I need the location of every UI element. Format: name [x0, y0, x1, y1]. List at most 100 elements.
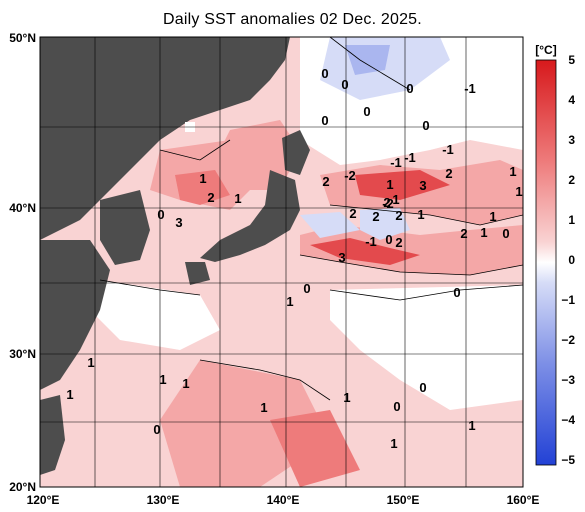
colorbar-tick: −5: [561, 453, 575, 467]
colorbar-ticks: 5 4 3 2 1 0 −1 −2 −3 −4 −5: [561, 53, 575, 467]
contour-label: 3: [338, 250, 345, 265]
land-korea: [100, 190, 150, 265]
lat-label: 30°N: [9, 347, 36, 361]
lat-label: 20°N: [9, 480, 36, 494]
colorbar-tick: −3: [561, 373, 575, 387]
longitude-labels: 120°E 130°E 140°E 150°E 160°E: [27, 493, 540, 507]
contour-label: 0: [153, 422, 160, 437]
contour-label: 1: [392, 192, 399, 207]
contour-label: 1: [182, 376, 189, 391]
contour-label: 1: [515, 184, 522, 199]
contour-label: -1: [365, 234, 377, 249]
contour-label: 1: [260, 400, 267, 415]
contour-label: 1: [234, 191, 241, 206]
contour-label: 1: [480, 225, 487, 240]
contour-label-group: 0 0 0 0 -1 0 0 -1 -1 -1 1 2 1 2 -2 1 3 2…: [66, 66, 522, 451]
lon-label: 140°E: [267, 493, 300, 507]
contour-label: 1: [509, 164, 516, 179]
contour-label: 0: [157, 207, 164, 222]
land-honshu: [200, 170, 300, 262]
cool-eddy-offshore: [360, 208, 410, 240]
land-hokkaido: [282, 130, 310, 175]
land-taiwan: [40, 395, 65, 475]
contour-label: 0: [502, 226, 509, 241]
contour-label: 1: [66, 387, 73, 402]
land-china-coast: [40, 240, 110, 390]
contour-label: 3: [419, 178, 426, 193]
contour-label: 2: [207, 190, 214, 205]
contour-label: 1: [199, 171, 206, 186]
map-field: [40, 37, 523, 487]
contour-label: 1: [87, 355, 94, 370]
contour-label: -2: [382, 196, 394, 211]
contour-label: -2: [344, 168, 356, 183]
contour-label: -1: [442, 142, 454, 157]
contour-label: 0: [393, 399, 400, 414]
colorbar-tick: −4: [561, 413, 575, 427]
kuroshio-warm-core: [310, 238, 420, 265]
latitude-labels: 50°N 40°N 30°N 20°N: [9, 31, 36, 494]
contour-label: 2: [395, 235, 402, 250]
colorbar-tick: −2: [561, 333, 575, 347]
colorbar-tick: 3: [568, 133, 575, 147]
land-kyushu: [185, 262, 210, 285]
contour-label: 0: [321, 113, 328, 128]
contour-label: 0: [406, 81, 413, 96]
neutral-subtropics: [330, 285, 523, 410]
graticule: [40, 37, 523, 487]
lat-label: 50°N: [9, 31, 36, 45]
contour-lines: [99, 37, 523, 401]
lon-label: 150°E: [387, 493, 420, 507]
colorbar-tick: 2: [568, 173, 575, 187]
contour-label: -1: [404, 150, 416, 165]
contour-label: 1: [343, 390, 350, 405]
cool-eddy-honshu: [300, 212, 360, 238]
neutral-east-china-sea: [90, 280, 220, 350]
contour-label: 0: [453, 285, 460, 300]
contour-label: -1: [390, 155, 402, 170]
contour-label: 2: [445, 166, 452, 181]
contour-label: 2: [395, 208, 402, 223]
map-frame: [39, 36, 524, 488]
colorbar-tick: 4: [568, 93, 575, 107]
colorbar-tick: 1: [568, 213, 575, 227]
contour-label: 0: [422, 118, 429, 133]
contour-label: 0: [321, 66, 328, 81]
contour-label: 2: [460, 226, 467, 241]
contour-label: 0: [341, 77, 348, 92]
lon-label: 160°E: [507, 493, 540, 507]
contour-label: 1: [386, 177, 393, 192]
colorbar-unit: [°C]: [535, 43, 556, 57]
contour-label: 1: [390, 436, 397, 451]
colorbar-scale: [535, 59, 557, 466]
contour-label: 3: [175, 215, 182, 230]
map-title: Daily SST anomalies 02 Dec. 2025.: [163, 11, 422, 28]
contour-label: 2: [383, 195, 390, 210]
kuroshio-extension-band: [300, 225, 523, 275]
contour-label: 0: [385, 232, 392, 247]
warm-core-south: [270, 410, 360, 487]
warm-front-core: [355, 170, 450, 200]
lon-label: 120°E: [27, 493, 60, 507]
colorbar: [°C] 5 4 3 2 1 0 −1 −2 −3 −4 −5: [535, 43, 575, 467]
lat-label: 40°N: [9, 201, 36, 215]
contour-label: -1: [464, 81, 476, 96]
lon-label: 130°E: [147, 493, 180, 507]
contour-label: 1: [159, 372, 166, 387]
contour-label: 1: [417, 207, 424, 222]
contour-label: 0: [363, 104, 370, 119]
contour-label: 2: [349, 206, 356, 221]
contour-label: 2: [372, 209, 379, 224]
contour-label: 1: [489, 209, 496, 224]
cool-anomaly-core: [345, 45, 390, 75]
warm-core-korea: [175, 170, 230, 205]
colorbar-tick: −1: [561, 293, 575, 307]
colorbar-tick: 0: [568, 253, 575, 267]
land-asia-mainland: [40, 37, 290, 240]
contour-label: 2: [322, 174, 329, 189]
contour-label: 0: [303, 281, 310, 296]
contour-label: 1: [468, 418, 475, 433]
colorbar-tick: 5: [568, 53, 575, 67]
contour-label: 1: [286, 294, 293, 309]
